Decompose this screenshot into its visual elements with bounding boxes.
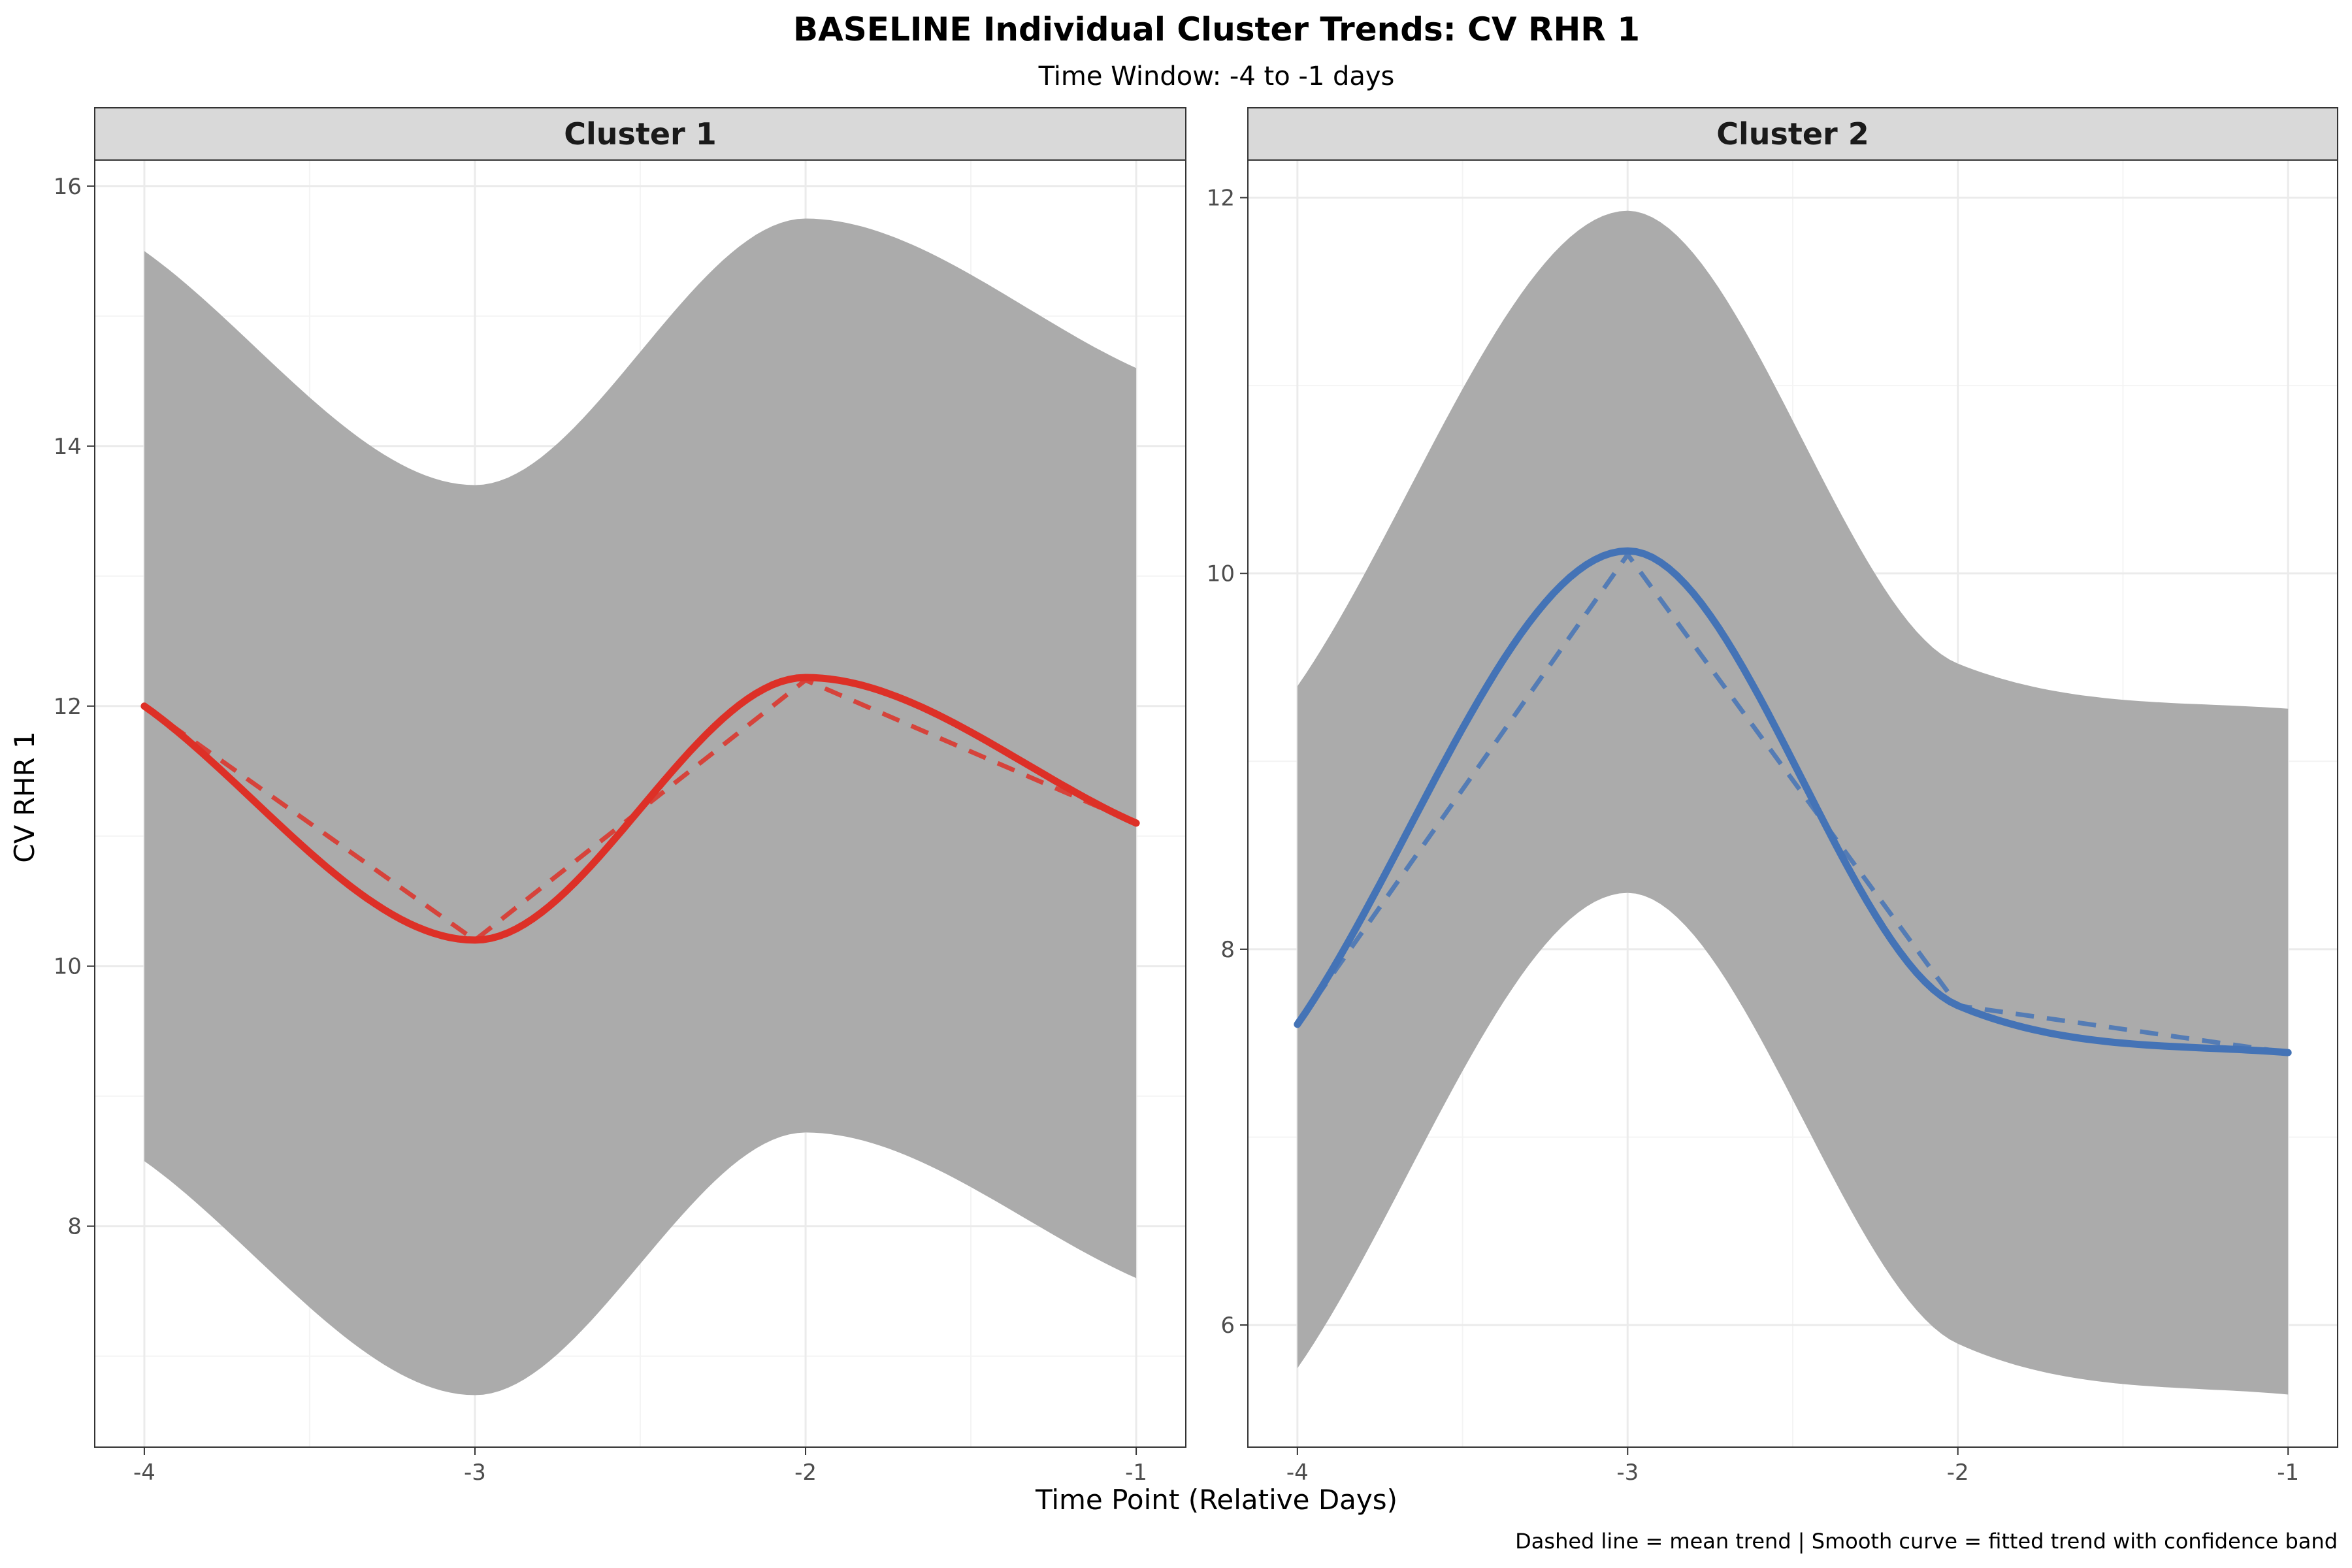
x-tick-label: -1 — [2277, 1460, 2299, 1486]
panel-1: Cluster 1 -4 -3 -2 -1 8 10 12 14 16 — [54, 107, 1186, 1486]
chart-subtitle: Time Window: -4 to -1 days — [1038, 61, 1395, 91]
facet-strip-label: Cluster 2 — [1716, 116, 1869, 152]
y-tick-label: 6 — [1220, 1313, 1235, 1339]
caption: Dashed line = mean trend | Smooth curve … — [1515, 1529, 2338, 1554]
y-tick-label: 8 — [67, 1214, 82, 1240]
y-tick-label: 14 — [54, 434, 82, 460]
fitted-trend-line — [140, 674, 1140, 944]
chart-title: BASELINE Individual Cluster Trends: CV R… — [793, 10, 1640, 48]
y-tick-label: 10 — [1207, 561, 1235, 587]
mean-trend-line — [142, 678, 1137, 943]
y-tick-label: 10 — [54, 954, 82, 980]
panel-border — [1247, 159, 2338, 1448]
facet-strip — [1247, 107, 2338, 161]
panel-border — [94, 159, 1186, 1448]
y-tick-label: 16 — [54, 174, 82, 200]
mean-trend-line — [1295, 552, 2289, 1055]
facet-strip-label: Cluster 1 — [564, 116, 717, 152]
y-axis-title: CV RHR 1 — [8, 731, 41, 862]
panels: Cluster 1 -4 -3 -2 -1 8 10 12 14 16 Cluster 2 -4 -3 -… — [54, 107, 2338, 1486]
x-tick-label: -4 — [1286, 1460, 1309, 1486]
x-tick-label: -4 — [133, 1460, 155, 1486]
y-tick-label: 12 — [54, 694, 82, 720]
x-tick-label: -2 — [1947, 1460, 1969, 1486]
y-tick-label: 12 — [1207, 186, 1235, 212]
x-tick-label: -2 — [794, 1460, 817, 1486]
x-tick-label: -1 — [1125, 1460, 1147, 1486]
confidence-band — [1297, 210, 2289, 1395]
x-tick-label: -3 — [1616, 1460, 1639, 1486]
x-tick-label: -3 — [464, 1460, 486, 1486]
y-tick-label: 8 — [1220, 937, 1235, 963]
fitted-trend-line — [1294, 547, 2292, 1056]
x-axis-title: Time Point (Relative Days) — [1035, 1484, 1397, 1516]
facet-strip — [94, 107, 1186, 161]
panel-2: Cluster 2 -4 -3 -2 -1 6 8 10 12 — [1207, 107, 2338, 1486]
